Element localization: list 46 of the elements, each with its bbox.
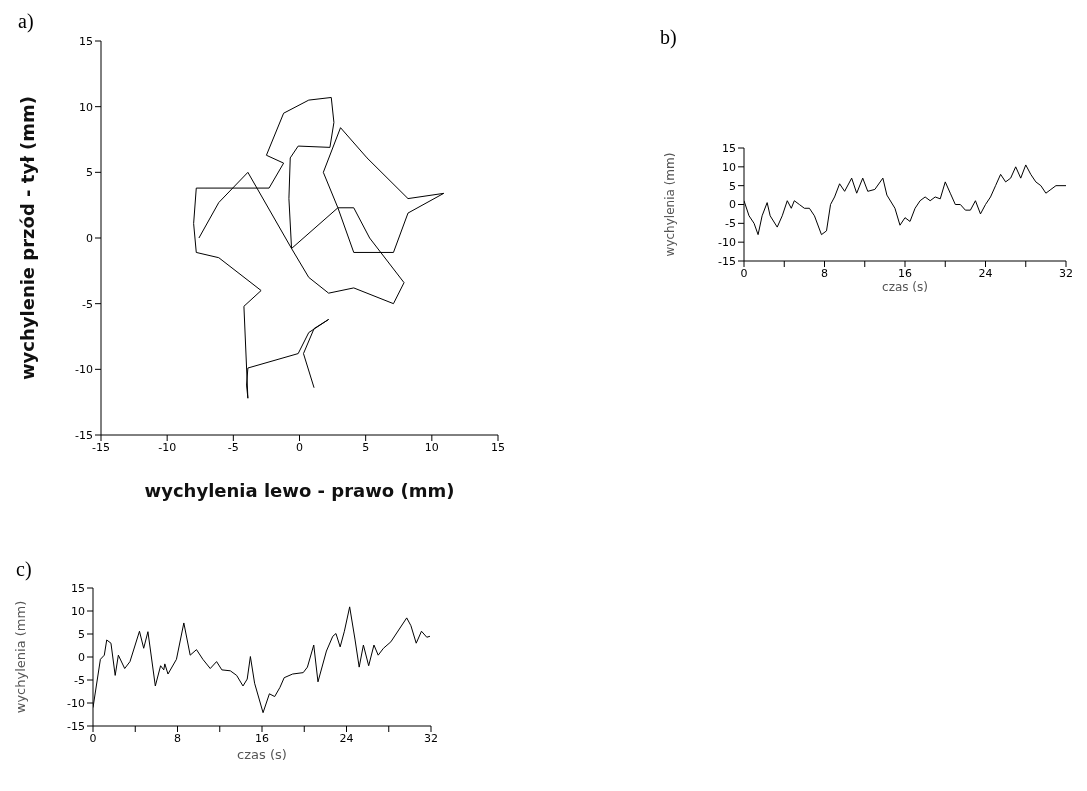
- chart-title: a): [18, 10, 34, 33]
- y-tick-label: -10: [75, 363, 93, 377]
- x-tick-label: 0: [740, 266, 748, 280]
- x-tick-label: 8: [174, 731, 181, 745]
- chart-title: c): [16, 558, 32, 581]
- y-axis-title: wychylenia (mm): [663, 152, 678, 257]
- x-axis-title: wychylenia lewo - prawo (mm): [144, 480, 455, 501]
- y-tick-label: 0: [86, 231, 93, 245]
- y-tick-label: -15: [718, 254, 736, 268]
- x-tick-label: 15: [491, 440, 505, 454]
- x-axis-title: czas (s): [237, 747, 287, 762]
- y-tick-label: 5: [78, 627, 85, 641]
- y-tick-label: 0: [729, 198, 736, 212]
- y-tick-label: 0: [78, 650, 85, 664]
- x-tick-label: 24: [339, 731, 354, 745]
- chart-title: b): [660, 26, 677, 49]
- x-tick-label: -5: [227, 440, 239, 454]
- x-tick-label: 10: [424, 440, 439, 454]
- y-tick-label: 10: [722, 160, 736, 174]
- x-tick-label: 24: [978, 266, 993, 280]
- y-tick-label: -15: [67, 719, 85, 733]
- y-tick-label: -15: [75, 428, 93, 442]
- line-series: [193, 96, 445, 399]
- y-tick-label: 15: [722, 141, 736, 155]
- y-tick-label: 5: [86, 166, 93, 180]
- x-tick-label: 0: [296, 440, 303, 454]
- y-tick-label: 10: [79, 100, 93, 114]
- y-tick-label: 15: [71, 581, 85, 595]
- y-tick-label: 10: [71, 604, 85, 618]
- x-tick-label: 32: [424, 731, 438, 745]
- x-tick-label: -10: [158, 440, 177, 454]
- y-tick-label: 15: [79, 34, 93, 48]
- x-tick-label: 16: [898, 266, 912, 280]
- y-tick-label: -10: [67, 696, 85, 710]
- y-tick-label: -5: [74, 673, 85, 687]
- x-tick-label: 32: [1059, 266, 1073, 280]
- y-tick-label: -10: [718, 236, 736, 250]
- y-axis-title: wychylenie przód - tył (mm): [17, 95, 39, 381]
- y-axis-title: wychylenia (mm): [12, 600, 28, 714]
- y-tick-label: -5: [82, 297, 93, 311]
- y-tick-label: 5: [729, 179, 736, 193]
- y-tick-label: -5: [725, 217, 736, 231]
- x-tick-label: 8: [821, 266, 828, 280]
- x-tick-label: 5: [362, 440, 370, 454]
- x-tick-label: 16: [255, 731, 269, 745]
- x-axis-title: czas (s): [882, 280, 928, 294]
